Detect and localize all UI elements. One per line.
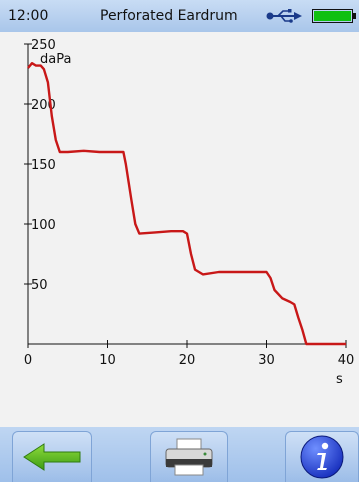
info-button[interactable] bbox=[285, 431, 359, 482]
chart-axes bbox=[27, 44, 346, 345]
chart-series bbox=[27, 62, 346, 346]
printer-icon bbox=[165, 438, 213, 476]
y-tick-label: 150 bbox=[31, 158, 56, 173]
x-tick-label: 30 bbox=[258, 353, 275, 368]
bottom-toolbar bbox=[0, 427, 359, 482]
status-time: 12:00 bbox=[8, 8, 49, 24]
y-tick-label: 100 bbox=[31, 218, 56, 233]
left-arrow-icon bbox=[23, 443, 81, 471]
x-tick-label: 10 bbox=[99, 353, 116, 368]
screen-title: Perforated Eardrum bbox=[100, 8, 238, 24]
battery-icon bbox=[312, 9, 356, 23]
x-axis-unit: s bbox=[336, 372, 343, 387]
info-icon bbox=[300, 435, 344, 479]
pressure-line bbox=[27, 62, 346, 346]
status-bar: 12:00 Perforated Eardrum bbox=[0, 0, 359, 32]
x-tick-label: 40 bbox=[338, 353, 355, 368]
x-ticks: 0 10 20 30 40 bbox=[24, 340, 354, 368]
back-button[interactable] bbox=[12, 431, 92, 482]
y-axis-unit: daPa bbox=[40, 52, 71, 67]
y-tick-label: 250 bbox=[31, 38, 56, 53]
print-button[interactable] bbox=[150, 431, 228, 482]
x-tick-label: 0 bbox=[24, 353, 32, 368]
y-tick-label: 50 bbox=[31, 278, 48, 293]
usb-icon bbox=[266, 9, 302, 23]
x-tick-label: 20 bbox=[179, 353, 196, 368]
